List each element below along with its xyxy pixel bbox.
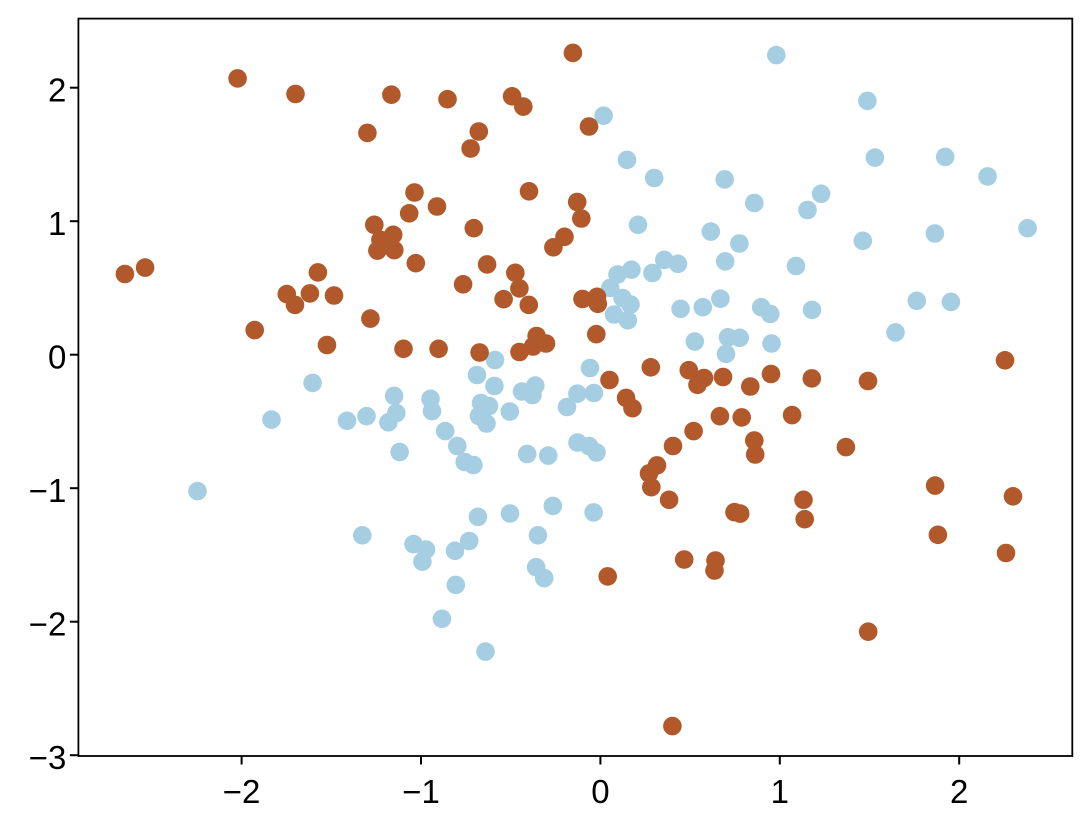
svg-text:−1: −1 <box>29 472 67 509</box>
svg-text:1: 1 <box>48 205 66 242</box>
svg-text:0: 0 <box>591 773 609 810</box>
svg-text:−1: −1 <box>402 773 440 810</box>
svg-text:−2: −2 <box>29 606 67 643</box>
svg-text:−3: −3 <box>29 739 67 776</box>
svg-text:−2: −2 <box>223 773 261 810</box>
svg-text:1: 1 <box>771 773 789 810</box>
svg-text:0: 0 <box>48 339 66 376</box>
svg-text:2: 2 <box>950 773 968 810</box>
svg-text:2: 2 <box>48 72 66 109</box>
